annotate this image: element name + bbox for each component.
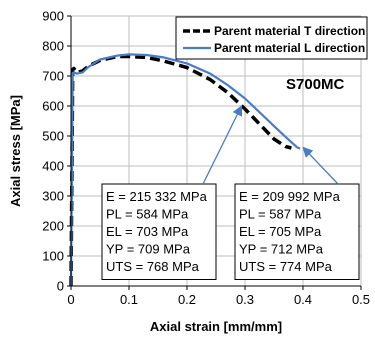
axes: 0 100 200 300 400 500 600 700 800 900 0 0.1 0.2 0.3 0.… [8,9,370,335]
legend-label-l-direction: Parent material L direction [214,41,365,55]
material-label: S700MC [286,76,345,93]
x-axis-title: Axial strain [mm/mm] [150,319,282,334]
x-tick-label: 0 [67,292,74,307]
l-annotation-line: E = 209 992 MPa [239,189,341,204]
y-tick-label: 800 [42,39,64,54]
y-tick-label: 600 [42,99,64,114]
x-tick-label: 0.3 [236,292,254,307]
x-tick-label: 0.2 [178,292,196,307]
l-annotation-line: PL = 587 MPa [239,207,322,222]
x-tick-label: 0.5 [352,292,370,307]
y-tick-label: 300 [42,189,64,204]
l-annotation-line: YP = 712 MPa [239,242,324,257]
x-tick-label: 0.1 [120,292,138,307]
x-tick-label: 0.4 [294,292,312,307]
legend-box [175,16,368,60]
t-annotation-line: UTS = 768 MPa [106,259,200,274]
y-tick-label: 400 [42,159,64,174]
y-tick-label: 700 [42,69,64,84]
l-annotation-line: EL = 705 MPa [239,224,322,239]
y-tick-label: 900 [42,9,64,24]
y-tick-label: 200 [42,219,64,234]
y-tick-label: 0 [57,279,64,294]
y-tick-label: 500 [42,129,64,144]
t-annotation-box [101,183,217,280]
l-annotation-arrow [302,146,339,185]
l-annotation-box [234,183,360,280]
t-annotation-line: YP = 709 MPa [106,242,191,257]
legend-label-t-direction: Parent material T direction [214,24,365,38]
y-axis-title: Axial stress [MPa] [8,95,23,207]
series-lines [69,53,301,287]
series-line-l-direction [69,53,301,287]
l-annotation-line: UTS = 774 MPa [239,259,333,274]
t-annotation-line: E = 215 332 MPa [106,189,208,204]
annotations: S700MC E = 215 332 MPa PL = 584 MPa EL = 70… [101,76,360,280]
t-annotation-arrow [202,105,243,185]
t-annotation-line: EL = 703 MPa [106,224,189,239]
legend: Parent material T direction Parent materi… [175,16,368,60]
t-annotation-line: PL = 584 MPa [106,207,189,222]
y-tick-label: 100 [42,249,64,264]
